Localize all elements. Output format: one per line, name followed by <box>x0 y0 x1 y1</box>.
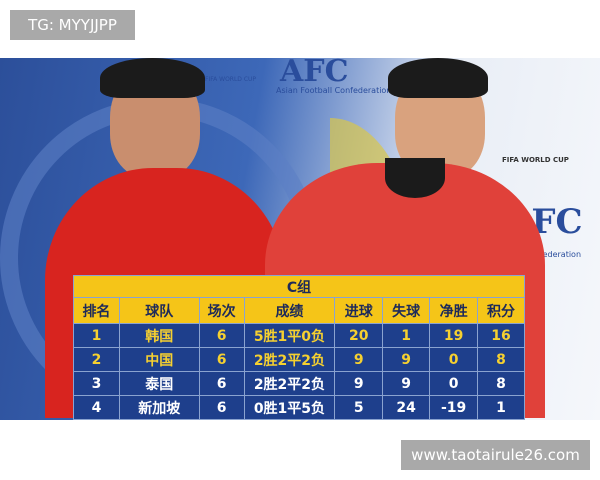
cell: 5 <box>334 395 384 420</box>
cell: 0 <box>429 371 479 396</box>
cell: 0胜1平5负 <box>243 395 336 420</box>
afc-caption: Asian Football Confederation <box>276 86 392 95</box>
cell: 8 <box>477 371 525 396</box>
cell: 4 <box>73 395 120 420</box>
cell: 5胜1平0负 <box>243 323 336 348</box>
cell: 16 <box>477 323 525 348</box>
cell: 20 <box>334 323 384 348</box>
cell: 9 <box>334 347 384 372</box>
cell: 3 <box>73 371 120 396</box>
header-rank: 排名 <box>73 297 120 324</box>
header-played: 场次 <box>198 297 245 324</box>
afc-logo: AFC <box>280 58 349 89</box>
cell: 2 <box>73 347 120 372</box>
watermark-top: TG: MYYJJPP <box>10 10 135 40</box>
cell: 9 <box>382 347 431 372</box>
cell: -19 <box>429 395 479 420</box>
watermark-bottom: www.taotairule26.com <box>401 440 590 470</box>
table-row: 3 泰国 6 2胜2平2负 9 9 0 8 <box>73 371 525 396</box>
cell: 6 <box>198 323 245 348</box>
cell: 9 <box>382 371 431 396</box>
cell: 6 <box>198 371 245 396</box>
header-goal-diff: 净胜 <box>429 297 479 324</box>
table-header: 排名 球队 场次 成绩 进球 失球 净胜 积分 <box>73 297 525 324</box>
table-row: 2 中国 6 2胜2平2负 9 9 0 8 <box>73 347 525 372</box>
header-goals-against: 失球 <box>382 297 431 324</box>
cell: 6 <box>198 395 245 420</box>
player-right-hair <box>388 58 488 98</box>
world-cup-logo: FIFA WORLD CUP <box>205 76 257 83</box>
cell: 泰国 <box>118 371 200 396</box>
table-title: C组 <box>73 275 525 298</box>
cell: 2胜2平2负 <box>243 371 336 396</box>
cell: 8 <box>477 347 525 372</box>
cell: 6 <box>198 347 245 372</box>
cell: 1 <box>477 395 525 420</box>
group-c-standings-table: C组 排名 球队 场次 成绩 进球 失球 净胜 积分 1 韩国 6 5胜1平0负 20 1… <box>73 275 525 420</box>
header-record: 成绩 <box>243 297 336 324</box>
cell: 2胜2平2负 <box>243 347 336 372</box>
table-row: 1 韩国 6 5胜1平0负 20 1 19 16 <box>73 323 525 348</box>
cell: 9 <box>334 371 384 396</box>
cell: 1 <box>382 323 431 348</box>
header-goals-for: 进球 <box>334 297 384 324</box>
header-team: 球队 <box>118 297 200 324</box>
cell: 新加坡 <box>118 395 200 420</box>
player-left-hair <box>100 58 205 98</box>
table-row: 4 新加坡 6 0胜1平5负 5 24 -19 1 <box>73 395 525 420</box>
header-points: 积分 <box>477 297 525 324</box>
cell: 韩国 <box>118 323 200 348</box>
cell: 24 <box>382 395 431 420</box>
cell: 1 <box>73 323 120 348</box>
world-cup-logo-2: FIFA WORLD CUP <box>502 156 569 164</box>
cell: 19 <box>429 323 479 348</box>
cell: 0 <box>429 347 479 372</box>
player-right-collar <box>385 158 445 198</box>
cell: 中国 <box>118 347 200 372</box>
